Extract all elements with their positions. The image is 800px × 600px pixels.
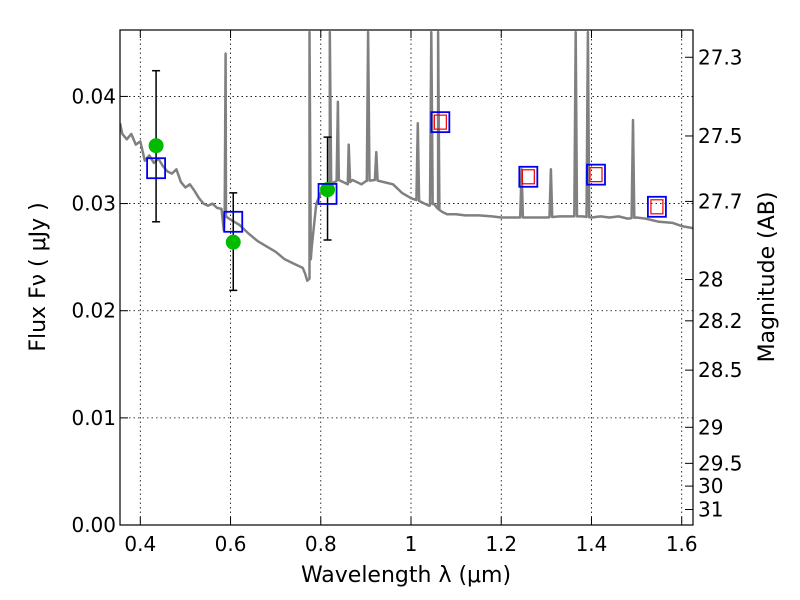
model-flux-square <box>586 163 606 186</box>
y2-tick-label: 27.3 <box>698 45 743 69</box>
observed-flux-point <box>320 182 336 198</box>
predicted-flux-square <box>433 114 447 130</box>
x-tick-label: 0.8 <box>305 532 337 556</box>
x-tick-label: 1.6 <box>666 532 698 556</box>
y-tick-label: 0.04 <box>71 84 116 108</box>
x-tick-label: 0.4 <box>124 532 156 556</box>
y-axis-label: Flux Fν ( μJy ) <box>26 202 51 351</box>
y2-axis-label: Magnitude (AB) <box>755 192 780 363</box>
y2-tick-label: 29 <box>698 415 723 439</box>
observed-flux-point <box>148 138 164 154</box>
y2-tick-label: 31 <box>698 498 723 522</box>
plot-frame <box>119 29 694 526</box>
model-spectrum-line <box>120 30 693 282</box>
predicted-flux-square <box>521 169 535 185</box>
predicted-flux-square <box>650 199 664 215</box>
x-tick-label: 0.6 <box>215 532 247 556</box>
model-flux-square <box>317 183 338 205</box>
y-tick-label: 0.01 <box>71 406 116 430</box>
x-tick-label: 1.2 <box>485 532 517 556</box>
y2-tick-label: 28.5 <box>698 358 743 382</box>
y-tick-label: 0.02 <box>71 299 116 323</box>
plot-area <box>120 30 693 292</box>
model-flux-square <box>518 165 539 188</box>
model-flux-square <box>223 210 244 233</box>
observed-flux-point <box>225 234 241 250</box>
x-axis-label: Wavelength λ (μm) <box>301 563 511 588</box>
model-flux-square <box>146 157 166 180</box>
y2-tick-label: 28 <box>698 268 723 292</box>
model-flux-square <box>430 111 451 134</box>
axes: 0.4 0.6 0.8 1 1.2 1.4 1.6 0.00 0.01 0.02 0.03 0.04 2… <box>71 30 743 556</box>
y-tick-label: 0.00 <box>71 513 116 537</box>
y2-tick-label: 29.5 <box>698 451 743 475</box>
x-tick-label: 1 <box>405 532 418 556</box>
y2-tick-label: 27.7 <box>698 189 743 213</box>
y-tick-label: 0.03 <box>71 192 116 216</box>
y2-tick-label: 30 <box>698 474 723 498</box>
model-flux-square <box>647 195 667 218</box>
y2-tick-label: 27.5 <box>698 124 743 148</box>
predicted-flux-square <box>589 167 603 183</box>
grid-lines <box>120 30 693 526</box>
y2-tick-label: 28.2 <box>698 309 743 333</box>
x-tick-label: 1.4 <box>576 532 608 556</box>
